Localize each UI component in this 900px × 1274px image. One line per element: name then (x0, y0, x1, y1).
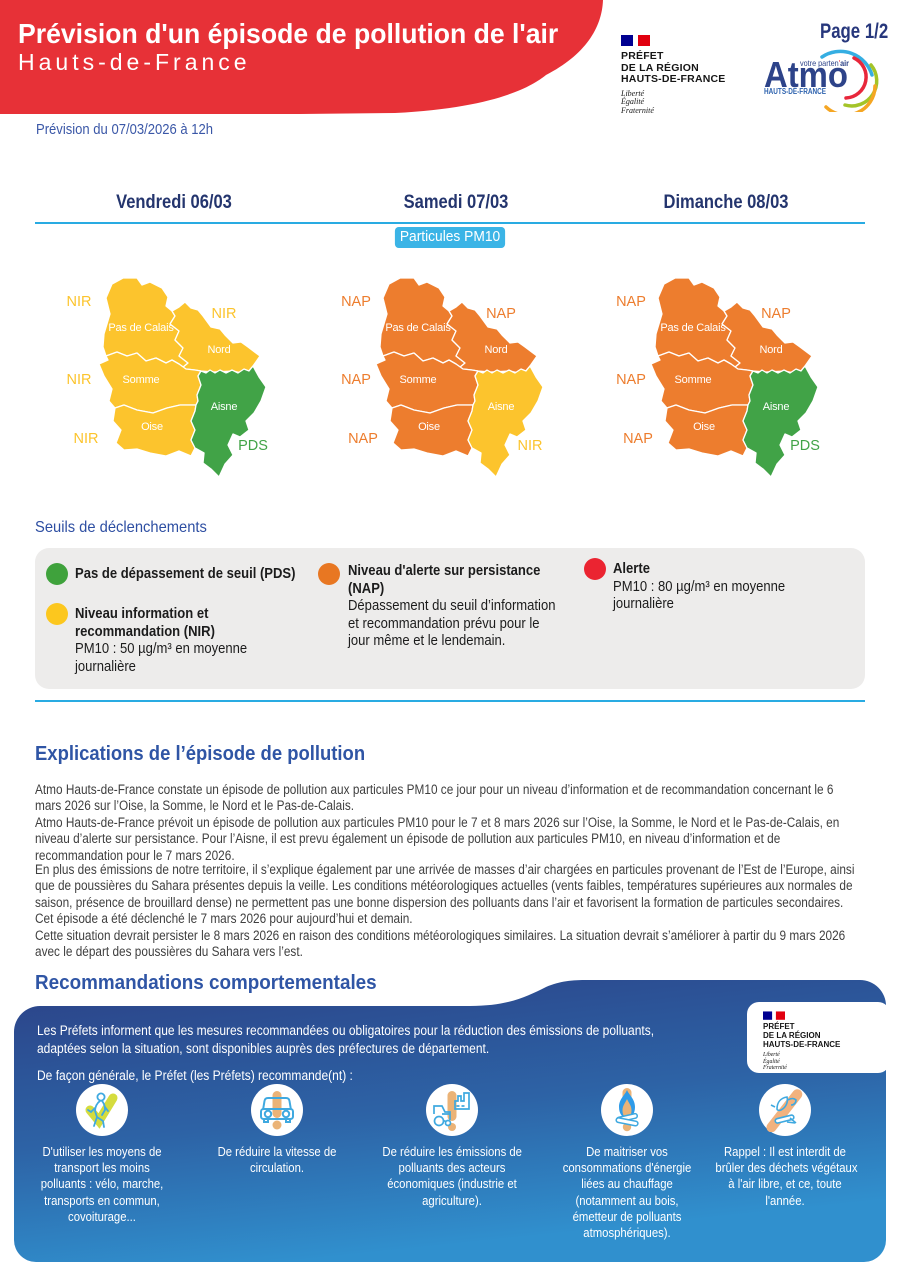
svg-text:Somme: Somme (123, 374, 160, 386)
svg-text:votre parten'air: votre parten'air (800, 59, 850, 68)
svg-text:Pas de Calais: Pas de Calais (108, 322, 174, 334)
svg-text:Nord: Nord (759, 344, 782, 356)
svg-text:Oise: Oise (141, 421, 163, 433)
svg-text:NIR: NIR (518, 438, 543, 454)
svg-text:NIR: NIR (67, 294, 92, 310)
svg-text:PDS: PDS (790, 438, 820, 454)
svg-text:NAP: NAP (616, 372, 646, 388)
svg-text:Oise: Oise (693, 421, 715, 433)
svg-text:PDS: PDS (238, 438, 268, 454)
svg-text:Pas de Calais: Pas de Calais (385, 322, 451, 334)
svg-text:Atmo: Atmo (764, 54, 848, 95)
svg-text:NIR: NIR (74, 431, 99, 447)
svg-text:NIR: NIR (212, 306, 237, 322)
svg-text:HAUTS-DE-FRANCE: HAUTS-DE-FRANCE (764, 87, 827, 96)
svg-text:Aisne: Aisne (211, 401, 238, 413)
svg-text:Pas de Calais: Pas de Calais (660, 322, 726, 334)
svg-text:Somme: Somme (675, 374, 712, 386)
svg-text:Aisne: Aisne (763, 401, 790, 413)
svg-text:Nord: Nord (207, 344, 230, 356)
svg-text:NAP: NAP (616, 294, 646, 310)
svg-text:NAP: NAP (348, 431, 378, 447)
svg-text:NAP: NAP (623, 431, 653, 447)
svg-text:NAP: NAP (486, 306, 516, 322)
svg-text:NAP: NAP (761, 306, 791, 322)
svg-text:Nord: Nord (484, 344, 507, 356)
svg-text:NAP: NAP (341, 372, 371, 388)
svg-text:Oise: Oise (418, 421, 440, 433)
svg-text:NIR: NIR (67, 372, 92, 388)
svg-text:Somme: Somme (400, 374, 437, 386)
svg-text:NAP: NAP (341, 294, 371, 310)
svg-text:Aisne: Aisne (488, 401, 515, 413)
